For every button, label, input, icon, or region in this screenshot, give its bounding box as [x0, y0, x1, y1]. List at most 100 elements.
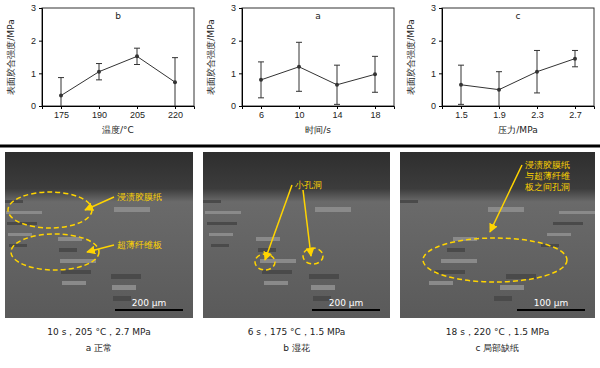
texture [264, 281, 288, 285]
panel-letter: c [516, 11, 521, 21]
texture [500, 285, 524, 290]
error-bar [334, 65, 340, 104]
annotation-line: 浸渍胶膜纸 [117, 192, 162, 202]
error-bar-cap [458, 104, 464, 105]
y-tick: 0 [431, 101, 442, 111]
error-bar-cap [496, 71, 502, 72]
x-tick: 6 [259, 106, 264, 120]
tick-mark [239, 73, 242, 74]
arrow [87, 245, 114, 252]
texture [400, 200, 418, 203]
texture [315, 207, 351, 212]
y-axis: 0123 [231, 3, 243, 111]
scale-bar-label: 200 μm [132, 298, 167, 308]
texture [203, 200, 221, 203]
y-axis-title: 表面胶合强度/MPa [6, 19, 16, 94]
texture [60, 259, 96, 263]
error-bar-cap [258, 97, 264, 98]
texture [559, 211, 595, 214]
error-bar-cap [534, 92, 540, 93]
texture [207, 222, 237, 225]
tick-label: 1 [31, 69, 36, 79]
panel-letter: a [315, 11, 321, 21]
tick-mark [575, 106, 576, 109]
error-bar [258, 62, 264, 98]
y-axis: 0123 [431, 3, 443, 111]
texture [547, 233, 571, 236]
data-line [461, 59, 575, 90]
micrograph-image [5, 152, 193, 318]
tick-mark [39, 73, 42, 74]
caption: c 局部缺纸 [476, 343, 520, 353]
tick-label: 3 [31, 3, 36, 13]
tick-mark [99, 106, 100, 109]
x-tick: 10 [294, 106, 304, 120]
error-bar [534, 50, 540, 92]
arrow [303, 190, 311, 256]
texture [494, 296, 512, 301]
texture [61, 270, 91, 274]
y-tick: 0 [231, 101, 242, 111]
tick-label: 0 [31, 101, 36, 111]
texture [256, 237, 280, 241]
y-tick: 1 [31, 69, 42, 79]
highlight-ellipse [423, 238, 567, 282]
data-line [61, 56, 175, 95]
tick-label: 0 [231, 101, 236, 111]
error-bar-stem [61, 78, 62, 106]
x-axis-title: 时间/s [305, 125, 331, 135]
tick-label: 2.7 [569, 110, 582, 120]
micrograph: 浸渍胶膜纸超薄纤维板 200 μm [5, 152, 193, 318]
caption: a 正常 [86, 343, 112, 353]
annotation-line: 浸渍胶膜纸 [525, 160, 570, 170]
tick-mark [137, 106, 138, 109]
tick-label: 3 [431, 3, 436, 13]
panel-letter: b [115, 11, 121, 21]
texture [62, 281, 86, 285]
axis-line [439, 9, 443, 107]
tick-label: 1.5 [455, 110, 468, 120]
tick-label: 220 [168, 110, 183, 120]
y-axis: 0 1 2 3 [31, 3, 43, 111]
tick-mark [439, 41, 442, 42]
x-axis: 1.51.92.32.7 [443, 106, 595, 120]
y-tick: 2 [31, 36, 42, 46]
tick-mark [537, 106, 538, 109]
highlight-ellipse [303, 248, 323, 264]
error-bar-cap [58, 77, 64, 78]
tick-mark [239, 8, 242, 9]
texture [113, 296, 131, 301]
error-bar-cap [296, 91, 302, 92]
data-point [573, 57, 577, 61]
highlight-ellipse [8, 192, 92, 228]
error-bar-cap [458, 65, 464, 66]
tick-mark [175, 106, 176, 109]
tick-label: 1 [431, 69, 436, 79]
figure: 0123175190205220表面胶合强度/MPa温度/°Cb01236101… [0, 0, 600, 368]
annotation-line: 超薄纤维板 [117, 240, 162, 250]
annotation: 超薄纤维板 [117, 240, 162, 250]
texture [8, 233, 32, 236]
tick-label: 3 [231, 3, 236, 13]
error-bar-cap [172, 57, 178, 58]
error-bar-cap [334, 104, 340, 105]
tick-label: 0 [431, 101, 436, 111]
x-tick: 175 [54, 106, 69, 120]
x-tick: 190 [92, 106, 107, 120]
error-bar [372, 56, 378, 92]
caption-conditions: 6 s，175 °C，1.5 MPa [248, 327, 346, 337]
axis-line [243, 107, 395, 110]
texture [209, 233, 233, 236]
data-point [59, 94, 63, 98]
y-tick: 0 [31, 101, 42, 111]
tick-mark [375, 106, 376, 109]
texture [58, 237, 82, 241]
x-axis: 175190205220 [43, 106, 195, 120]
texture [553, 222, 583, 225]
error-bar-cap [372, 92, 378, 93]
tick-label: 175 [54, 110, 69, 120]
annotation-line: 小孔洞 [295, 180, 322, 190]
error-bar-cap [296, 42, 302, 43]
micrograph: 浸渍胶膜纸与超薄纤维板之间孔洞100 μm [400, 152, 595, 318]
error-bar [296, 42, 302, 91]
